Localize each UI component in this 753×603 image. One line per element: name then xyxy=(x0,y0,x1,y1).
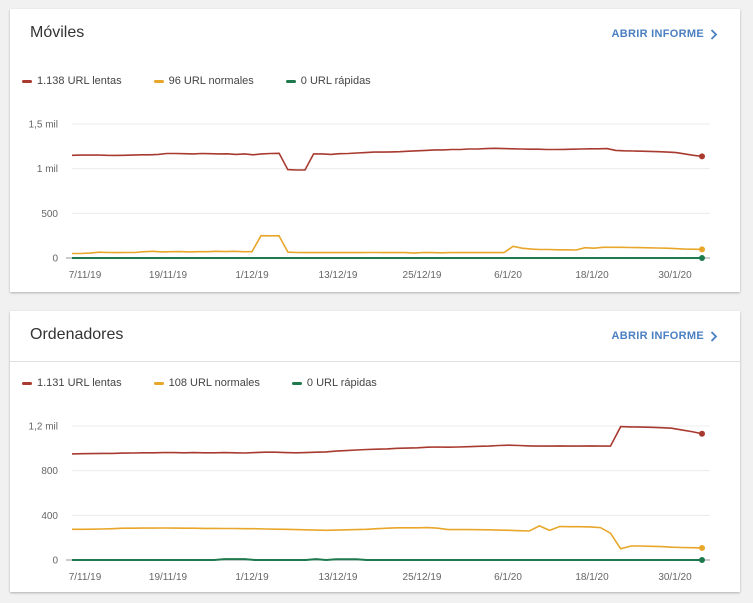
legend-label: 0 URL rápidas xyxy=(306,377,377,389)
legend-item-normal[interactable]: 108 URL normales xyxy=(153,377,260,389)
legend-item-normal[interactable]: 96 URL normales xyxy=(153,75,254,87)
svg-text:25/12/19: 25/12/19 xyxy=(403,270,442,281)
svg-text:13/12/19: 13/12/19 xyxy=(319,270,358,281)
last-point-marker xyxy=(699,246,705,253)
svg-text:1,5 mil: 1,5 mil xyxy=(29,120,58,131)
last-point-marker xyxy=(699,153,705,160)
last-point-marker xyxy=(699,557,705,563)
legend-swatch-icon xyxy=(291,381,302,385)
legend-label: 1.131 URL lentas xyxy=(37,377,122,389)
svg-text:400: 400 xyxy=(41,511,58,522)
legend-label: 0 URL rápidas xyxy=(300,75,371,87)
legend-swatch-icon xyxy=(153,381,164,385)
legend-swatch-icon xyxy=(22,381,32,385)
series-line-normal xyxy=(72,234,703,255)
legend-swatch-icon xyxy=(285,79,296,83)
legend-label: 96 URL normales xyxy=(168,75,254,87)
chevron-right-icon xyxy=(710,28,718,40)
svg-text:7/11/19: 7/11/19 xyxy=(69,572,102,583)
svg-text:6/1/20: 6/1/20 xyxy=(494,270,522,281)
svg-text:1 mil: 1 mil xyxy=(37,164,58,175)
series-line-fast xyxy=(72,558,702,562)
svg-text:30/1/20: 30/1/20 xyxy=(658,270,692,281)
svg-text:0: 0 xyxy=(52,254,58,265)
svg-text:19/11/19: 19/11/19 xyxy=(149,572,188,583)
svg-text:18/1/20: 18/1/20 xyxy=(575,572,609,583)
chart-legend: 1.131 URL lentas 108 URL normales 0 URL … xyxy=(22,377,409,389)
last-point-marker xyxy=(699,430,705,437)
svg-text:13/12/19: 13/12/19 xyxy=(319,572,358,583)
desktop-card: Ordenadores ABRIR INFORME 1.131 URL lent… xyxy=(10,311,740,592)
series-line-normal xyxy=(72,525,703,550)
series-line-slow xyxy=(71,147,703,171)
open-report-label: ABRIR INFORME xyxy=(611,28,704,40)
svg-text:7/11/19: 7/11/19 xyxy=(69,270,102,281)
desktop-line-chart[interactable]: 0 400 800 1,2 mil 7/11/19 19/11/19 1/12/19 13/1… xyxy=(10,406,740,591)
svg-text:25/12/19: 25/12/19 xyxy=(403,572,442,583)
open-report-label: ABRIR INFORME xyxy=(611,330,704,342)
series-line-slow xyxy=(71,425,703,455)
svg-text:800: 800 xyxy=(41,466,58,477)
chevron-right-icon xyxy=(710,330,718,342)
svg-text:1/12/19: 1/12/19 xyxy=(235,270,269,281)
legend-item-fast[interactable]: 0 URL rápidas xyxy=(291,377,377,389)
header-divider xyxy=(10,361,740,362)
last-point-marker xyxy=(699,544,705,551)
svg-text:30/1/20: 30/1/20 xyxy=(658,572,692,583)
last-point-marker xyxy=(699,255,705,261)
legend-label: 108 URL normales xyxy=(168,377,260,389)
svg-text:500: 500 xyxy=(41,209,58,220)
svg-text:1,2 mil: 1,2 mil xyxy=(29,422,58,433)
legend-item-fast[interactable]: 0 URL rápidas xyxy=(285,75,371,87)
svg-text:19/11/19: 19/11/19 xyxy=(149,270,188,281)
legend-swatch-icon xyxy=(22,79,32,83)
legend-label: 1.138 URL lentas xyxy=(37,75,122,87)
card-title: Móviles xyxy=(30,24,85,41)
svg-text:18/1/20: 18/1/20 xyxy=(575,270,609,281)
svg-text:1/12/19: 1/12/19 xyxy=(235,572,269,583)
open-report-button[interactable]: ABRIR INFORME xyxy=(611,330,718,342)
svg-text:0: 0 xyxy=(52,556,58,567)
svg-text:6/1/20: 6/1/20 xyxy=(494,572,522,583)
card-title: Ordenadores xyxy=(30,326,124,343)
mobile-card: Móviles ABRIR INFORME 1.138 URL lentas 9… xyxy=(10,9,740,292)
legend-swatch-icon xyxy=(153,79,164,83)
legend-item-slow[interactable]: 1.131 URL lentas xyxy=(22,377,122,389)
open-report-button[interactable]: ABRIR INFORME xyxy=(611,28,718,40)
legend-item-slow[interactable]: 1.138 URL lentas xyxy=(22,75,122,87)
mobile-line-chart[interactable]: 0 500 1 mil 1,5 mil 7/11/19 19/11/19 1/12/19 13… xyxy=(10,104,740,289)
chart-legend: 1.138 URL lentas 96 URL normales 0 URL r… xyxy=(22,75,403,87)
